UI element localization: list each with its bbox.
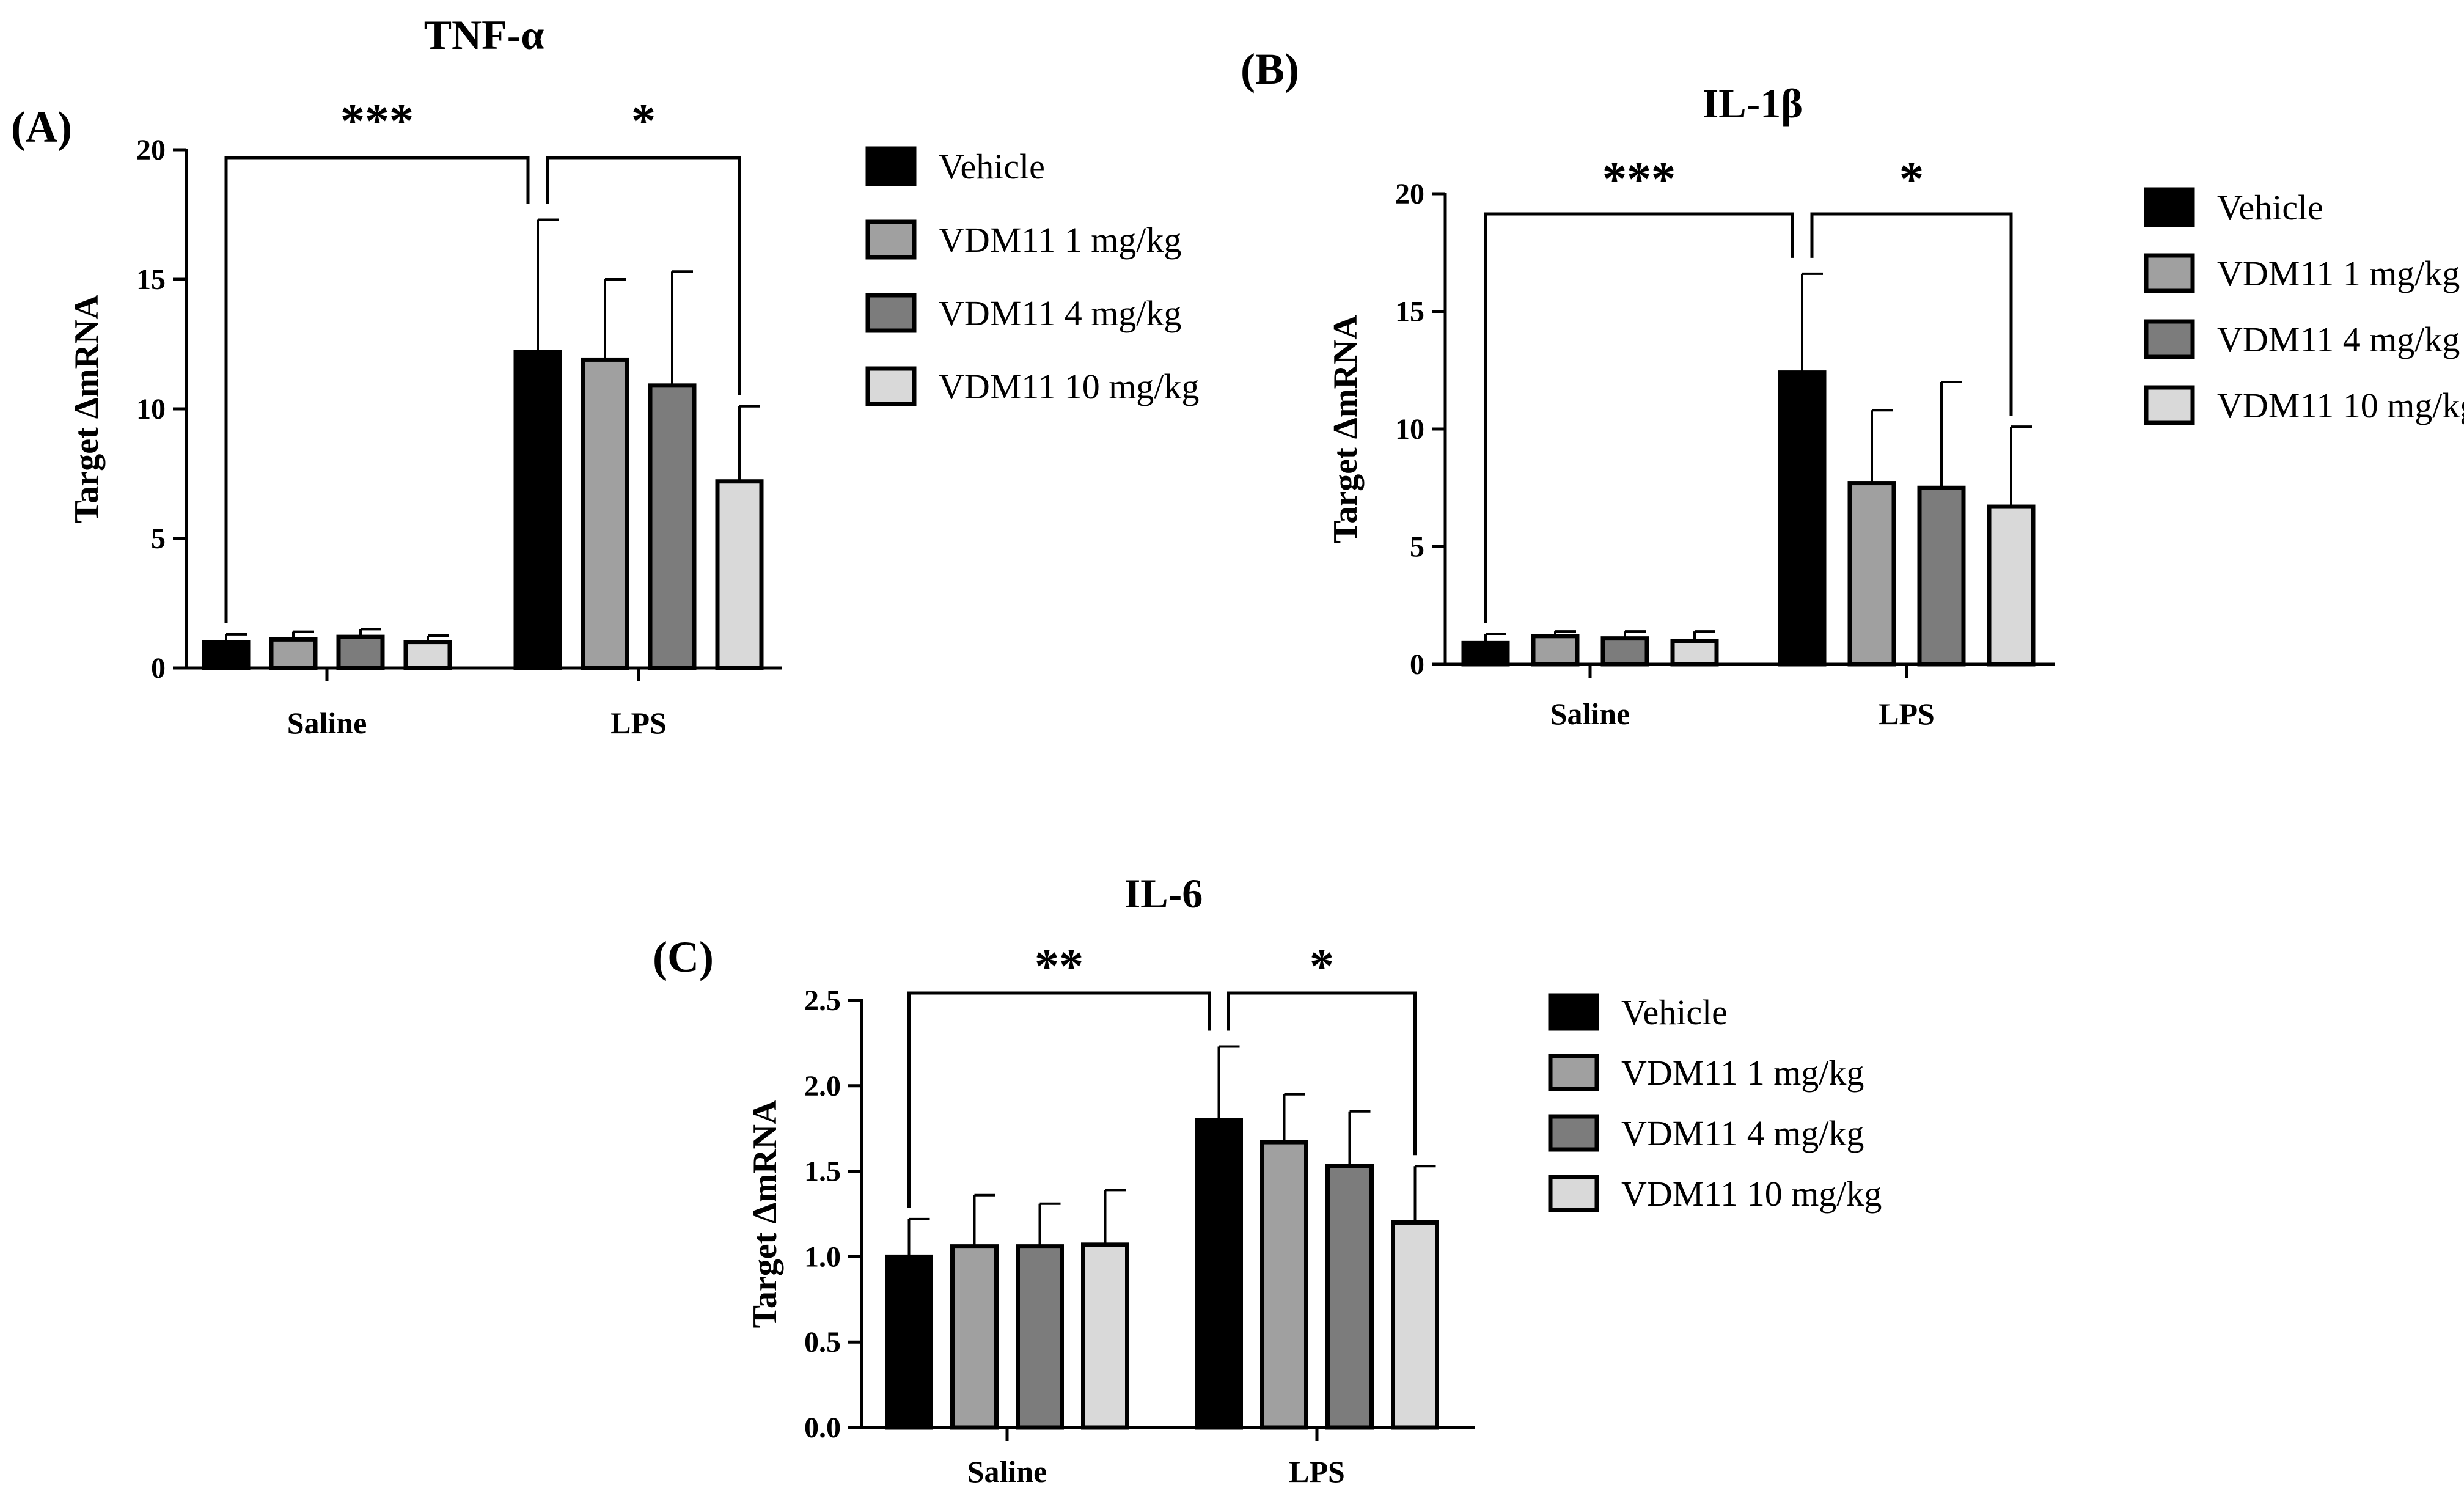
significance-label: * [1310, 940, 1334, 994]
y-tick-label: 2.5 [804, 985, 841, 1017]
y-tick-label: 5 [1410, 531, 1425, 563]
y-tick-label: 0 [151, 652, 166, 684]
legend-swatch [865, 219, 917, 260]
y-tick-label: 2.0 [804, 1070, 841, 1102]
legend-label: VDM11 10 mg/kg [939, 367, 1199, 406]
x-tick-label: LPS [1289, 1454, 1345, 1489]
x-tick-label: LPS [610, 706, 667, 740]
legend-swatch [865, 366, 917, 406]
x-tick-label: Saline [287, 706, 367, 740]
significance-bracket [908, 991, 1211, 1208]
y-tick-label: 10 [136, 393, 166, 425]
y-tick-label: 15 [136, 263, 166, 296]
legend-label: Vehicle [1621, 992, 1728, 1032]
legend-label: VDM11 4 mg/kg [2217, 320, 2460, 359]
y-tick-label: 0.0 [804, 1412, 841, 1444]
y-tick-label: 10 [1395, 413, 1425, 446]
x-tick-label: Saline [1550, 697, 1630, 731]
legend-label: VDM11 10 mg/kg [1621, 1174, 1882, 1214]
bar [1461, 640, 1510, 667]
bar [202, 640, 251, 670]
bar [885, 1254, 933, 1430]
legend-label: VDM11 1 mg/kg [939, 220, 1181, 260]
bar [648, 383, 697, 670]
legend-label: Vehicle [939, 147, 1045, 186]
bar [1847, 481, 1896, 667]
significance-label: * [631, 95, 656, 148]
chart-panel-C: (C) IL-6 Target ΔmRNA 0.0 0.5 1.0 1.5 2.0 2.5 Sal… [653, 870, 1882, 1489]
legend-swatch [2144, 319, 2195, 359]
y-tick-label: 0.5 [804, 1326, 841, 1358]
chart-title: IL-6 [1124, 870, 1203, 917]
legend-label: VDM11 1 mg/kg [2217, 254, 2460, 293]
significance-label: *** [1602, 153, 1676, 207]
y-tick-label: 15 [1395, 296, 1425, 328]
bar [1195, 1118, 1243, 1430]
legend-swatch [2144, 253, 2195, 293]
significance-label: ** [1035, 940, 1084, 994]
bar [1670, 639, 1719, 667]
bar [513, 350, 562, 670]
bar [1081, 1242, 1129, 1430]
legend-swatch [2144, 187, 2195, 227]
bar [403, 640, 452, 670]
bar [1260, 1140, 1308, 1430]
bar [1601, 636, 1649, 667]
legend-label: VDM11 4 mg/kg [939, 293, 1181, 333]
y-tick-label: 5 [151, 522, 166, 555]
legend-label: VDM11 10 mg/kg [2217, 386, 2464, 425]
panel-label: (C) [653, 933, 714, 981]
bar [1531, 634, 1580, 667]
legend-swatch [865, 293, 917, 333]
significance-label: * [1899, 153, 1924, 207]
y-tick-label: 20 [136, 134, 166, 166]
bar [1987, 504, 2036, 667]
legend-swatch [1548, 1114, 1599, 1152]
x-tick-label: LPS [1879, 697, 1935, 731]
significance-label: *** [340, 95, 414, 148]
y-axis-label: Target ΔmRNA [68, 295, 106, 523]
legend-swatch [1548, 1054, 1599, 1091]
panel-label: (B) [1241, 45, 1299, 94]
panel-label: (A) [11, 103, 72, 152]
legend-label: VDM11 4 mg/kg [1621, 1113, 1864, 1153]
y-axis-label: Target ΔmRNA [746, 1099, 784, 1328]
legend-label: VDM11 1 mg/kg [1621, 1053, 1864, 1093]
significance-bracket [1810, 212, 2013, 416]
legend-swatch [1548, 1175, 1599, 1212]
significance-bracket [1227, 991, 1417, 1156]
bar [1917, 485, 1966, 667]
bar [1326, 1164, 1374, 1430]
legend-swatch [2144, 385, 2195, 425]
bar [1391, 1220, 1439, 1430]
significance-bracket [224, 156, 530, 623]
y-tick-label: 1.5 [804, 1156, 841, 1188]
bar [950, 1244, 999, 1430]
y-tick-label: 1.0 [804, 1241, 841, 1273]
bar [581, 357, 629, 670]
significance-bracket [1484, 212, 1794, 623]
significance-bracket [546, 156, 741, 395]
legend-label: Vehicle [2217, 188, 2323, 227]
y-tick-label: 20 [1395, 178, 1425, 210]
bar [269, 637, 318, 670]
legend-swatch [1548, 993, 1599, 1031]
chart-title: IL-1β [1703, 80, 1803, 127]
bar [1778, 370, 1827, 667]
bar [1016, 1244, 1064, 1430]
x-tick-label: Saline [967, 1454, 1047, 1489]
legend-swatch [865, 146, 917, 186]
y-tick-label: 0 [1410, 648, 1425, 681]
chart-title: TNF-α [424, 12, 544, 58]
bar [336, 634, 385, 670]
bar [715, 479, 764, 670]
y-axis-label: Target ΔmRNA [1327, 315, 1365, 543]
